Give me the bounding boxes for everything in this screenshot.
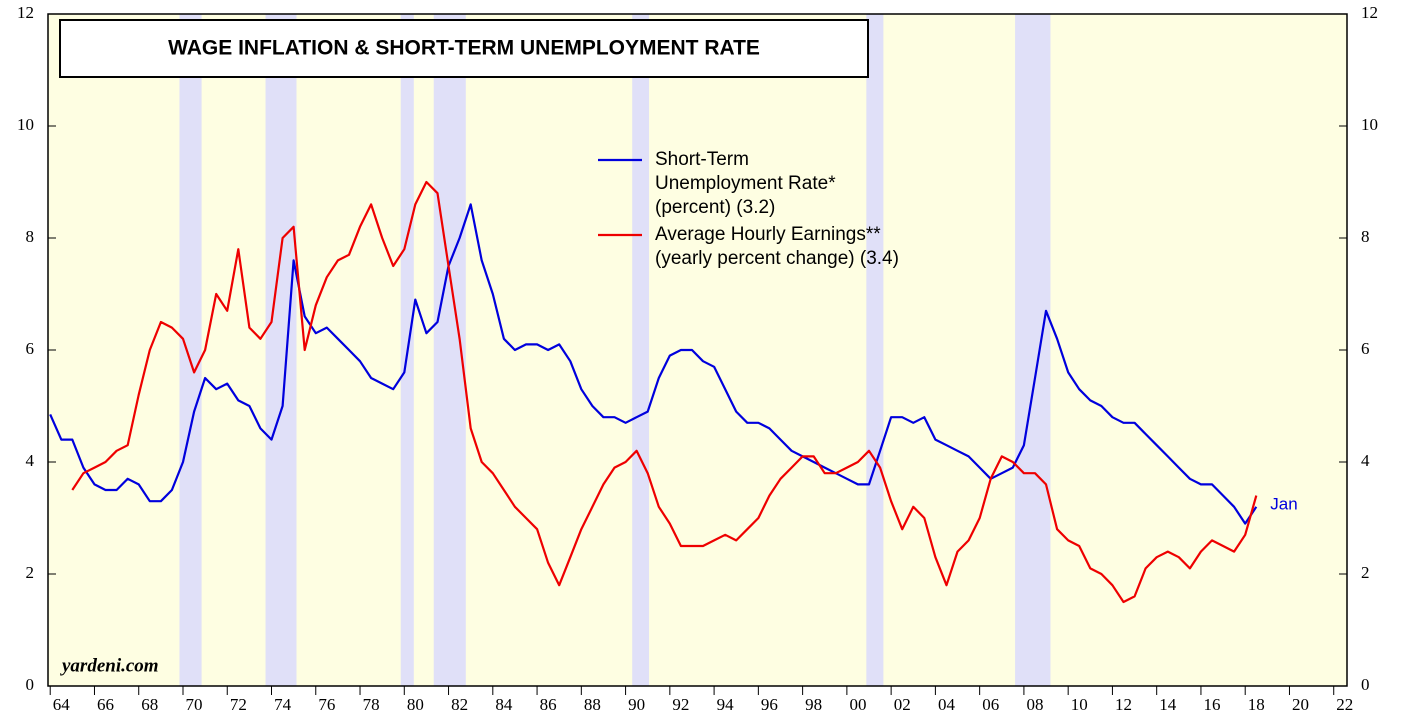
y-tick-label: 2 xyxy=(26,563,35,582)
y-tick-label: 10 xyxy=(17,115,34,134)
y2-tick-label: 6 xyxy=(1361,339,1370,358)
x-tick-label: 02 xyxy=(894,695,911,714)
recession-band xyxy=(179,14,202,686)
x-tick-label: 74 xyxy=(274,695,292,714)
chart-title: WAGE INFLATION & SHORT-TERM UNEMPLOYMENT… xyxy=(168,37,760,60)
y-tick-label: 4 xyxy=(26,451,35,470)
x-tick-label: 14 xyxy=(1159,695,1177,714)
x-tick-label: 82 xyxy=(451,695,468,714)
x-tick-label: 12 xyxy=(1115,695,1132,714)
x-tick-label: 66 xyxy=(97,695,114,714)
x-tick-label: 90 xyxy=(628,695,645,714)
x-tick-label: 16 xyxy=(1204,695,1221,714)
y2-tick-label: 12 xyxy=(1361,3,1378,22)
y-tick-label: 12 xyxy=(17,3,34,22)
y2-tick-label: 4 xyxy=(1361,451,1370,470)
x-tick-label: 64 xyxy=(53,695,71,714)
x-tick-label: 80 xyxy=(407,695,424,714)
source: yardeni.com xyxy=(60,655,159,676)
legend-label: Unemployment Rate* xyxy=(655,173,836,194)
x-tick-label: 88 xyxy=(584,695,601,714)
x-tick-label: 78 xyxy=(363,695,380,714)
y-tick-label: 6 xyxy=(26,339,35,358)
x-tick-label: 72 xyxy=(230,695,247,714)
y2-tick-label: 10 xyxy=(1361,115,1378,134)
x-tick-label: 86 xyxy=(540,695,557,714)
x-tick-label: 00 xyxy=(849,695,866,714)
series-line xyxy=(49,203,1258,525)
y2-tick-label: 0 xyxy=(1361,675,1370,694)
x-tick-label: 22 xyxy=(1336,695,1353,714)
x-tick-label: 76 xyxy=(318,695,335,714)
x-tick-label: 68 xyxy=(141,695,158,714)
x-tick-label: 06 xyxy=(982,695,999,714)
y-tick-label: 8 xyxy=(26,227,35,246)
x-tick-label: 18 xyxy=(1248,695,1265,714)
y-tick-label: 0 xyxy=(26,675,35,694)
x-tick-label: 96 xyxy=(761,695,778,714)
legend-label: Average Hourly Earnings** xyxy=(655,224,881,245)
legend-label: Short-Term xyxy=(655,149,749,170)
y2-tick-label: 2 xyxy=(1361,563,1370,582)
plot-frame xyxy=(47,13,1348,687)
x-tick-label: 08 xyxy=(1026,695,1043,714)
recession-band xyxy=(1015,14,1051,686)
y2-tick-label: 8 xyxy=(1361,227,1370,246)
series-line xyxy=(71,180,1258,604)
x-tick-label: 04 xyxy=(938,695,956,714)
plot-background xyxy=(48,14,1347,686)
annotation: Jan xyxy=(1270,494,1297,513)
x-tick-label: 98 xyxy=(805,695,822,714)
recession-band xyxy=(265,14,297,686)
recession-band xyxy=(632,14,650,686)
x-tick-label: 92 xyxy=(672,695,689,714)
legend-label: (yearly percent change) (3.4) xyxy=(655,248,899,269)
legend-label: (percent) (3.2) xyxy=(655,197,775,218)
recession-band xyxy=(866,14,884,686)
title-box xyxy=(59,19,869,78)
x-tick-label: 94 xyxy=(717,695,735,714)
x-tick-label: 20 xyxy=(1292,695,1309,714)
x-tick-label: 84 xyxy=(495,695,513,714)
x-tick-label: 10 xyxy=(1071,695,1088,714)
x-tick-label: 70 xyxy=(186,695,203,714)
